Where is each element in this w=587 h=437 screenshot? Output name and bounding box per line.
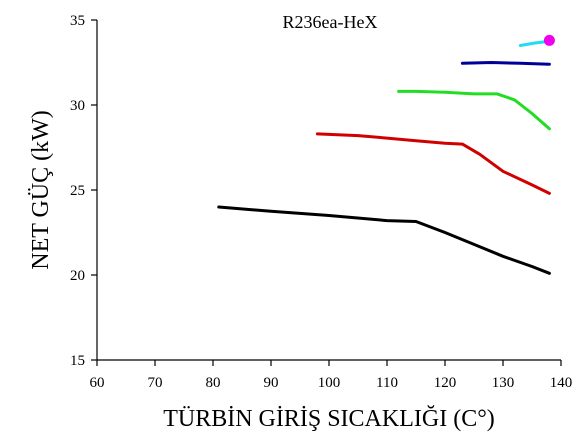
- axes: 60 70 80 90 100 110 120 130 140 15 20 25 30 35: [70, 13, 572, 391]
- series-2-line: [315, 132, 551, 195]
- x-tick-label: 110: [376, 375, 398, 391]
- x-tick-label: 90: [264, 375, 279, 391]
- x-tick-label: 60: [90, 375, 105, 391]
- y-tick-label: 35: [70, 13, 85, 29]
- x-tick-label: 130: [492, 375, 515, 391]
- y-tick-label: 15: [70, 353, 85, 369]
- series-6-point: [543, 34, 555, 46]
- chart-title: R236ea-HeX: [283, 12, 378, 32]
- y-axis-title: NET GÜÇ (kW): [28, 110, 54, 270]
- x-tick-label: 80: [206, 375, 221, 391]
- series-1-line: [217, 205, 551, 275]
- series-group: [217, 34, 555, 275]
- x-tick-label: 70: [148, 375, 163, 391]
- y-tick-label: 25: [70, 183, 85, 199]
- x-axis-title: TÜRBİN GİRİŞ SICAKLIĞI (C°): [163, 406, 495, 432]
- y-tick-label: 30: [70, 98, 85, 114]
- x-tick-label: 100: [318, 375, 341, 391]
- y-tick-label: 20: [70, 268, 85, 284]
- series-4-line: [460, 61, 551, 66]
- x-tick-label: 120: [434, 375, 457, 391]
- x-tick-label: 140: [550, 375, 573, 391]
- series-3-line: [397, 89, 551, 131]
